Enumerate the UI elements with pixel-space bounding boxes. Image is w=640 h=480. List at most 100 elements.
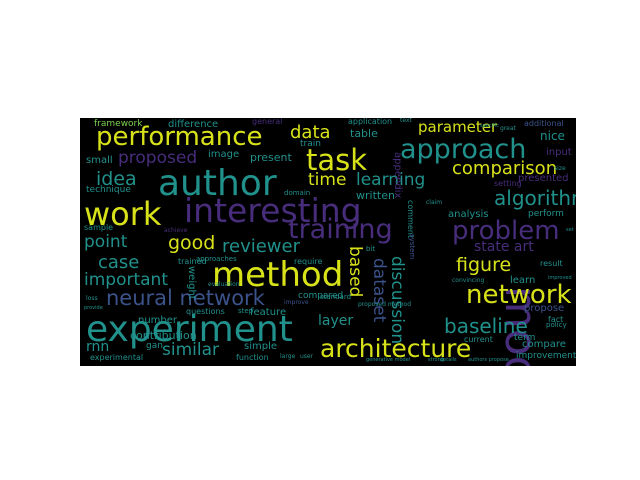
word-compare: compare (522, 339, 566, 350)
word-neural-network: neural network (106, 286, 265, 310)
word-require: require (294, 257, 323, 266)
word-term: term (514, 333, 536, 343)
word-architecture: architecture (320, 334, 472, 363)
word-dataset: dataset (369, 258, 389, 323)
word-generative-model: generative model (366, 357, 411, 363)
word-claim: claim (426, 199, 443, 206)
word-simple: simple (244, 341, 278, 352)
word-approach: approach (400, 134, 527, 165)
word-discussion: discussion (387, 256, 407, 345)
word-result: result (540, 259, 563, 268)
word-model: model (495, 286, 546, 366)
word-large: large (280, 353, 296, 360)
word-task: task (306, 143, 368, 177)
word-compared: compared (298, 291, 344, 301)
word-weight: weight (186, 266, 197, 300)
word-figure: figure (456, 254, 512, 276)
word-set: set (566, 227, 574, 233)
word-work: work (84, 195, 162, 233)
word-details: details (440, 357, 457, 363)
word-table: table (350, 127, 378, 140)
word-author: author (158, 163, 277, 204)
word-idea: idea (96, 168, 137, 190)
word-fact: fact (548, 315, 564, 324)
word-proposed: proposed (118, 148, 198, 168)
word-function: function (236, 353, 269, 362)
word-text: text (400, 118, 412, 124)
word-questions: questions (186, 307, 225, 316)
word-contribution: contribution (130, 329, 197, 342)
word-evaluation: evaluation (208, 281, 240, 288)
word-important: important (84, 270, 168, 290)
word-learning: learning (356, 170, 426, 190)
word-size: size (554, 165, 566, 172)
word-authors-propose: authors propose (468, 357, 509, 363)
word-achieve: achieve (164, 227, 188, 234)
word-algorithm: algorithm (494, 186, 576, 210)
word-experiment: experiment (86, 309, 293, 350)
word-framework: framework (94, 119, 143, 129)
word-perform: perform (528, 209, 564, 219)
word-method: method (212, 255, 344, 295)
word-sample: sample (84, 223, 114, 232)
word-time: time (308, 170, 347, 190)
word-general: general (252, 118, 283, 126)
word-analysis: analysis (448, 209, 489, 220)
word-point: point (84, 232, 128, 252)
word-similar: similar (162, 340, 219, 360)
word-case: case (98, 252, 140, 273)
word-presented: presented (518, 173, 569, 184)
word-based: based (345, 246, 365, 298)
word-present: present (250, 151, 292, 164)
word-domain: domain (284, 189, 311, 197)
word-train: train (300, 139, 321, 149)
word-loss: loss (86, 295, 98, 302)
word-image: image (208, 149, 240, 160)
word-comparison: comparison (452, 158, 558, 179)
word-additional: additional (524, 119, 564, 128)
word-training: training (288, 214, 393, 245)
word-interesting: interesting (184, 191, 362, 230)
word-input: input (546, 147, 572, 158)
word-great: great (500, 125, 516, 132)
word-baseline: baseline (444, 314, 528, 338)
word-written: written (356, 189, 395, 202)
word-trained: trained (178, 257, 207, 266)
word-learn: learn (510, 275, 536, 286)
word-appendix: appendix (392, 152, 403, 199)
word-system: system (408, 234, 416, 260)
word-bit: bit (366, 245, 376, 253)
word-provide: provide (84, 305, 103, 311)
word-convincing: convincing (452, 277, 485, 284)
word-step: step (238, 307, 254, 315)
word-experimental: experimental (90, 353, 144, 362)
word-feature: feature (250, 307, 287, 318)
word-difference: difference (168, 119, 219, 130)
word-number: number (138, 315, 178, 326)
word-proposed-method: proposed method (358, 301, 411, 308)
word-comment: comment (406, 200, 415, 239)
word-approaches: approaches (196, 255, 237, 263)
word-policy: policy (546, 321, 567, 329)
word-rnn: rnn (86, 339, 110, 355)
word-data: data (290, 122, 331, 143)
word-improvement: improvement (516, 351, 576, 361)
word-specific: specific (480, 123, 499, 129)
word-good: good (168, 232, 216, 254)
word-strong: strong (428, 357, 444, 363)
word-standard: standard (320, 293, 352, 301)
word-cloud: model experiment author method interesti… (80, 118, 576, 366)
word-problem: problem (452, 216, 560, 246)
word-current: current (464, 335, 493, 344)
word-propose: propose (524, 303, 565, 314)
word-gan: gan (146, 341, 163, 351)
word-technique: technique (86, 185, 131, 195)
word-performance: performance (96, 122, 263, 152)
word-state-art: state art (474, 239, 534, 255)
word-application: application (348, 118, 393, 126)
word-nice: nice (540, 129, 565, 143)
word-reviewer: reviewer (222, 236, 301, 257)
word-small: small (86, 155, 113, 166)
word-parameter: parameter (418, 118, 498, 136)
word-network: network (466, 280, 572, 310)
